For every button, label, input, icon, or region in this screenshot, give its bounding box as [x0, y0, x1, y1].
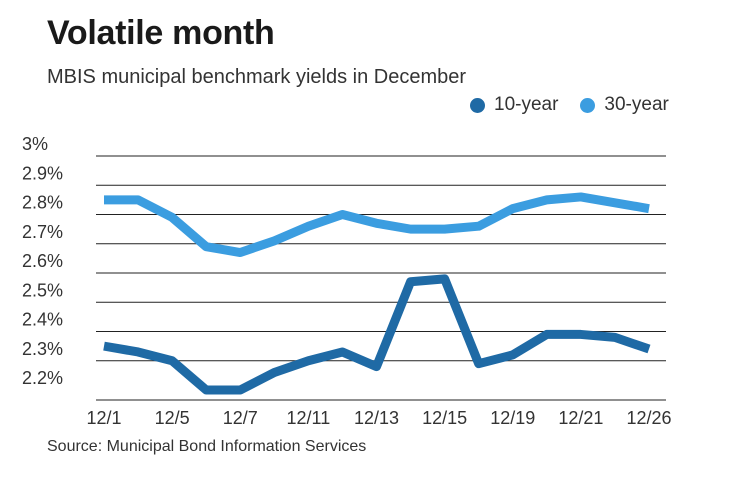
x-tick-label: 12/26	[626, 408, 671, 428]
source-note: Source: Municipal Bond Information Servi…	[47, 438, 367, 455]
legend: 10-year 30-year	[470, 94, 691, 116]
x-axis-ticks: 12/1 12/5 12/7 12/11 12/13 12/15 12/19 12/21 12/…	[86, 408, 671, 428]
x-tick-label: 12/1	[86, 408, 121, 428]
chart-title: Volatile month	[47, 14, 275, 52]
series-line-10-year	[103, 274, 651, 395]
x-tick-label: 12/21	[558, 408, 603, 428]
series-lines	[103, 192, 651, 395]
x-tick-label: 12/13	[354, 408, 399, 428]
series-line-30-year	[104, 192, 650, 258]
legend-30-year-marker-icon	[580, 97, 596, 113]
legend-item-10-year: 10-year	[470, 94, 558, 116]
y-tick-label: 3%	[22, 134, 48, 154]
y-tick-label: 2.2%	[22, 368, 63, 388]
x-tick-label: 12/11	[287, 408, 331, 428]
y-tick-label: 2.7%	[22, 222, 63, 242]
x-tick-label: 12/5	[155, 408, 190, 428]
x-tick-label: 12/19	[490, 408, 535, 428]
y-tick-label: 2.4%	[22, 310, 63, 330]
y-tick-label: 2.8%	[22, 193, 63, 213]
y-tick-label: 2.3%	[22, 339, 63, 359]
y-axis-ticks: 3% 2.9% 2.8% 2.7% 2.6% 2.5% 2.4% 2.3% 2.2%	[22, 134, 63, 388]
x-tick-label: 12/15	[422, 408, 467, 428]
legend-item-30-year: 30-year	[580, 94, 669, 116]
y-tick-label: 2.6%	[22, 251, 63, 271]
legend-30-year-label: 30-year	[604, 94, 669, 115]
y-tick-label: 2.5%	[22, 280, 63, 300]
y-tick-label: 2.9%	[22, 163, 63, 183]
legend-10-year-label: 10-year	[494, 94, 559, 115]
x-tick-label: 12/7	[223, 408, 258, 428]
legend-10-year-marker-icon	[470, 97, 485, 113]
chart-subtitle: MBIS municipal benchmark yields in Decem…	[47, 66, 467, 88]
